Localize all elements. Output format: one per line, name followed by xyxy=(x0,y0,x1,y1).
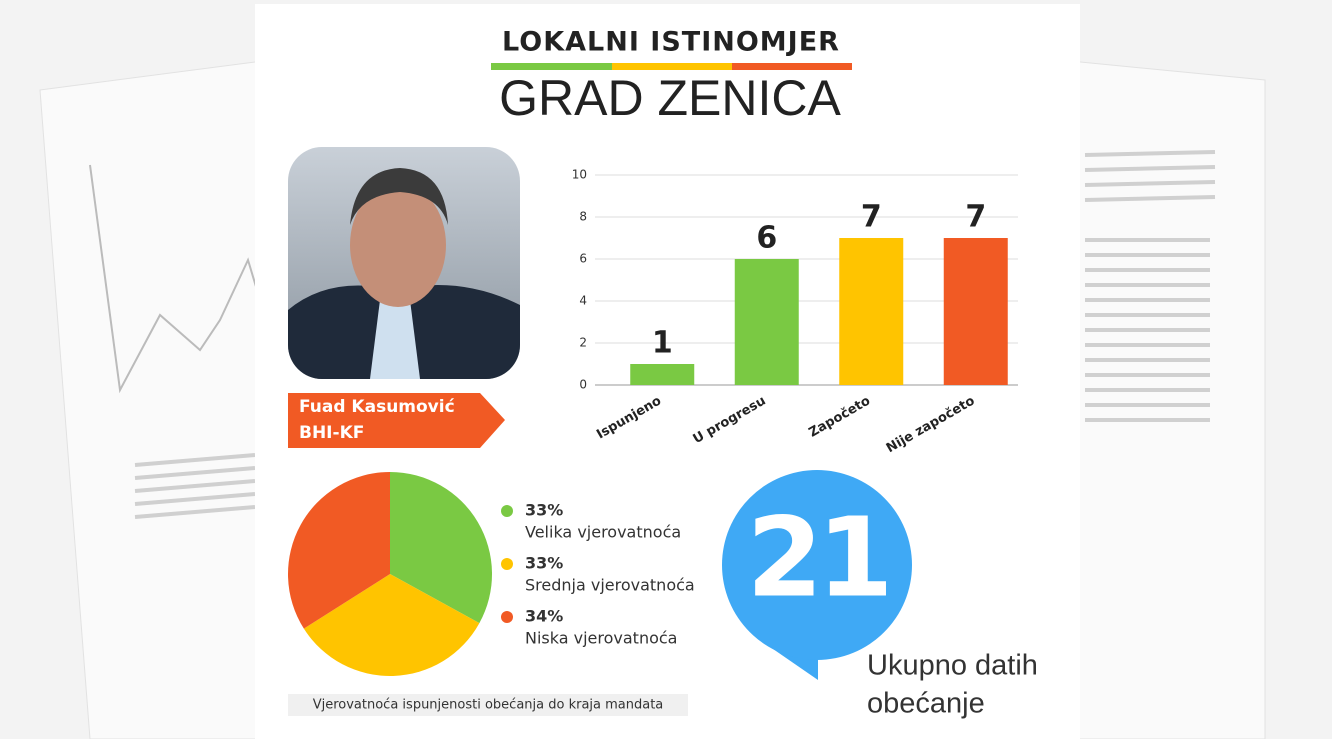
bar xyxy=(943,238,1008,385)
legend-label: Srednja vjerovatnoća xyxy=(525,576,695,595)
y-tick-label: 2 xyxy=(579,336,587,350)
legend-dot xyxy=(501,505,513,517)
bubble xyxy=(722,470,912,660)
legend-value: 33% xyxy=(525,501,563,520)
caption-box xyxy=(288,694,688,716)
photo xyxy=(288,147,520,379)
title-bar xyxy=(612,63,732,70)
y-tick-label: 10 xyxy=(572,168,587,182)
name-banner xyxy=(288,393,505,448)
y-tick-label: 8 xyxy=(579,210,587,224)
legend-value: 33% xyxy=(525,554,563,573)
value-label: 6 xyxy=(756,221,777,256)
legend-label: Velika vjerovatnoća xyxy=(525,523,681,542)
y-tick-label: 4 xyxy=(579,294,587,308)
y-tick-label: 0 xyxy=(579,378,587,392)
legend-label: Niska vjerovatnoća xyxy=(525,629,677,648)
value-label: 1 xyxy=(652,326,673,361)
title-bar xyxy=(491,63,612,70)
pie-slice xyxy=(288,472,390,629)
value-label: 7 xyxy=(861,200,882,235)
total-label: Ukupno datih xyxy=(867,650,1038,682)
bar xyxy=(839,238,904,385)
bar xyxy=(734,259,799,385)
legend-dot xyxy=(501,611,513,623)
candidate-name: Fuad Kasumović xyxy=(299,397,455,417)
title: LOKALNI ISTINOMJER xyxy=(502,27,840,58)
legend-dot xyxy=(501,558,513,570)
legend-value: 34% xyxy=(525,607,563,626)
value-label: 7 xyxy=(965,200,986,235)
bar xyxy=(630,364,695,385)
subtitle: GRAD ZENICA xyxy=(499,70,841,126)
pie-caption: Vjerovatnoća ispunjenosti obećanja do kr… xyxy=(313,698,664,713)
total-value: 21 xyxy=(746,493,887,621)
y-tick-label: 6 xyxy=(579,252,587,266)
pie-slice xyxy=(390,472,493,624)
pie-slice xyxy=(303,574,480,677)
total-label: obećanje xyxy=(867,688,985,720)
title-bar xyxy=(732,63,852,70)
candidate-party: BHI-KF xyxy=(299,423,364,443)
